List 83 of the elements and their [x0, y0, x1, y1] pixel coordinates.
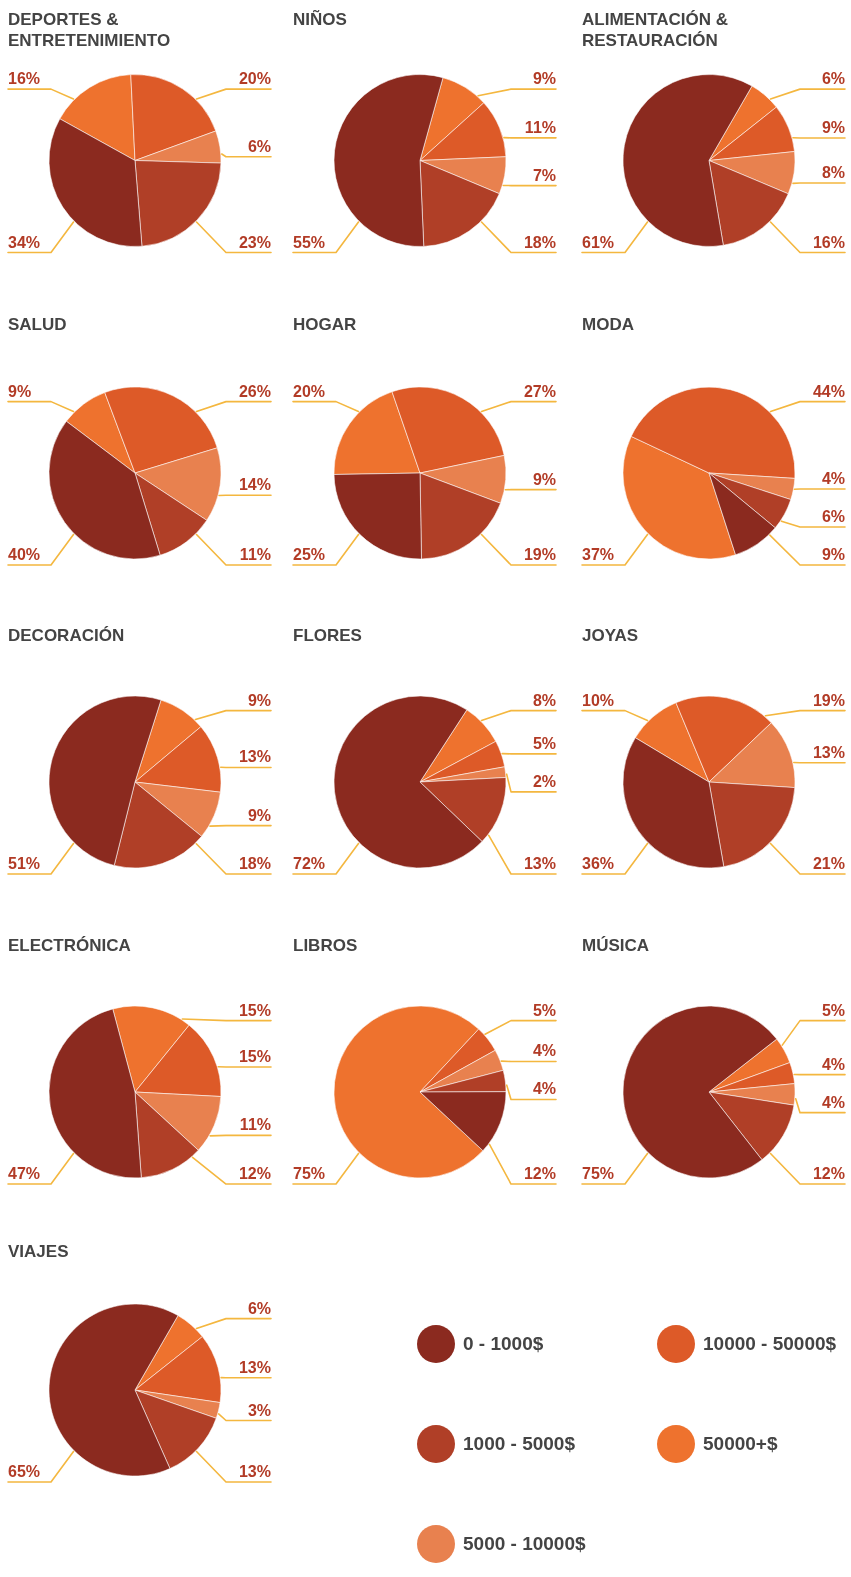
data-label: 27% [523, 382, 556, 400]
slice-label: HOGAR [293, 315, 357, 335]
data-label: 9% [532, 470, 556, 488]
data-label: 65% [8, 1463, 41, 1481]
data-label: 5% [532, 734, 556, 752]
data-label: 11% [239, 546, 271, 564]
data-label: 13% [523, 855, 556, 873]
data-label: 51% [8, 855, 41, 873]
data-label: 2% [532, 772, 556, 790]
data-label: 20% [238, 70, 271, 88]
data-label: 20% [293, 382, 326, 400]
data-label: 13% [238, 1358, 271, 1376]
data-label: 16% [812, 233, 845, 251]
data-label: 12% [812, 1165, 845, 1183]
data-label: 12% [238, 1165, 271, 1183]
data-label: 72% [293, 855, 326, 873]
data-label: 37% [582, 546, 615, 564]
data-label: 11% [239, 1116, 271, 1134]
data-label: 15% [238, 1048, 271, 1066]
data-label: 18% [238, 855, 271, 873]
data-label: 9% [8, 382, 32, 400]
data-label: 13% [238, 748, 271, 766]
data-label: 6% [247, 137, 271, 155]
data-label: 4% [821, 1093, 845, 1111]
slice-label: DECORACIÓN [8, 626, 125, 646]
slice-label: ELECTRÓNICA [8, 936, 131, 956]
slice-label: JOYAS [582, 626, 639, 646]
data-label: 4% [821, 470, 845, 488]
data-label: 14% [238, 476, 271, 494]
slice-label: MODA [582, 315, 634, 335]
data-label: 9% [247, 806, 271, 824]
data-label: 8% [532, 691, 556, 709]
data-label: 5% [532, 1001, 556, 1019]
legend-label: 0 - 1000$ [463, 1333, 544, 1355]
data-label: 23% [238, 233, 271, 251]
data-label: 9% [821, 546, 845, 564]
data-label: 7% [532, 166, 556, 184]
slice-label: FLORES [293, 626, 362, 646]
legend-label: 5000 - 10000$ [463, 1533, 586, 1555]
slice-label: NIÑOS [293, 9, 347, 30]
slice-label: MÚSICA [582, 936, 650, 956]
slice-label: SALUD [8, 315, 67, 335]
data-label: 34% [8, 233, 41, 251]
data-label: 5% [821, 1001, 845, 1019]
data-label: 21% [812, 855, 845, 873]
data-label: 25% [293, 546, 326, 564]
data-label: 9% [821, 119, 845, 137]
data-label: 47% [8, 1165, 41, 1183]
data-label: 18% [523, 233, 556, 251]
data-label: 44% [812, 382, 845, 400]
data-label: 12% [523, 1165, 556, 1183]
data-label: 11% [524, 118, 556, 136]
data-label: 19% [523, 546, 556, 564]
slice-label: LIBROS [293, 936, 358, 956]
data-label: 13% [812, 743, 845, 761]
data-label: 75% [293, 1165, 326, 1183]
legend-label: 50000+$ [703, 1433, 778, 1455]
data-label: 6% [247, 1299, 271, 1317]
data-label: 16% [8, 70, 41, 88]
data-label: 36% [582, 855, 615, 873]
data-label: 9% [247, 691, 271, 709]
data-label: 4% [821, 1055, 845, 1073]
slice-label: DEPORTES & ENTRETENIMIENTO [8, 10, 171, 51]
data-label: 6% [821, 508, 845, 526]
data-label: 8% [821, 164, 845, 182]
data-label: 13% [238, 1463, 271, 1481]
data-label: 26% [238, 382, 271, 400]
data-label: 6% [821, 70, 845, 88]
data-label: 61% [582, 233, 615, 251]
slice-label: ALIMENTACIÓN & RESTAURACIÓN [582, 10, 729, 51]
slice-label: VIAJES [8, 1242, 69, 1262]
data-label: 55% [293, 233, 326, 251]
data-label: 4% [532, 1080, 556, 1098]
data-label: 3% [247, 1401, 271, 1419]
data-label: 9% [532, 70, 556, 88]
legend-label: 1000 - 5000$ [463, 1433, 576, 1455]
legend-label: 10000 - 50000$ [703, 1333, 837, 1355]
data-label: 40% [8, 546, 41, 564]
data-label: 75% [582, 1165, 615, 1183]
data-label: 10% [582, 691, 615, 709]
data-label: 4% [532, 1042, 556, 1060]
data-label: 15% [238, 1001, 271, 1019]
data-label: 19% [812, 691, 845, 709]
